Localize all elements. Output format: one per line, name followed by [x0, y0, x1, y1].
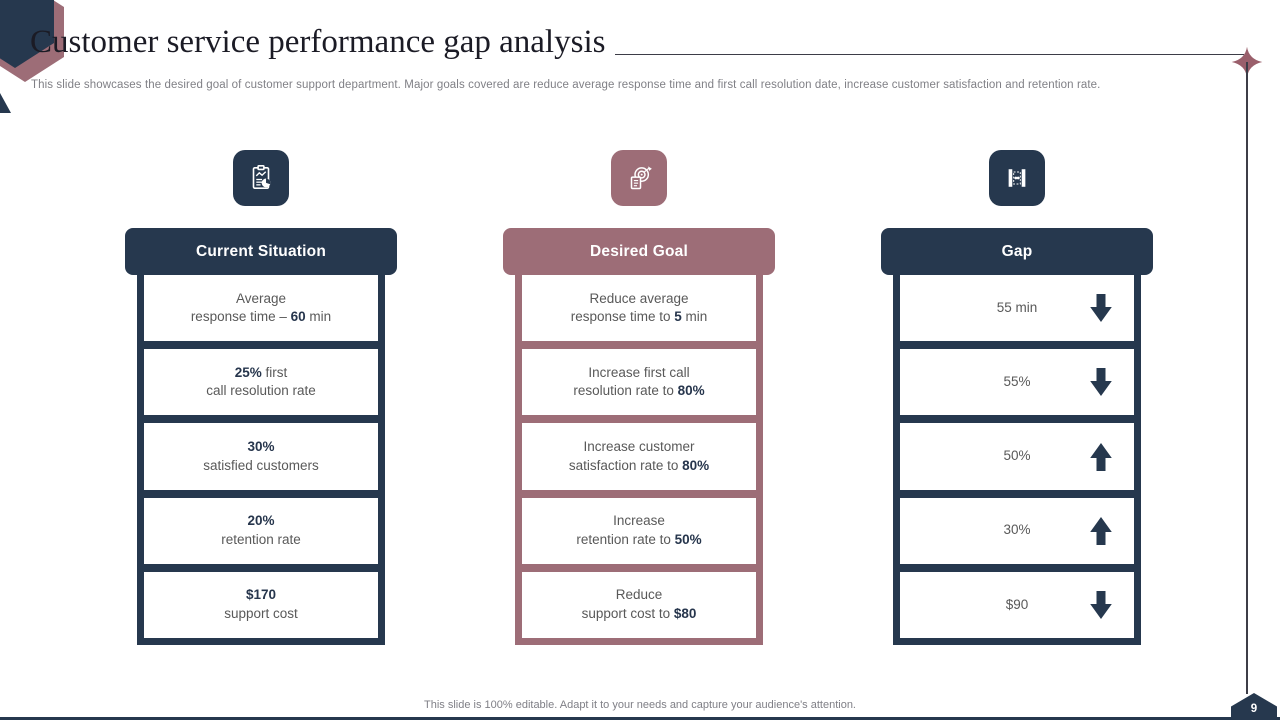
right-vertical-rule — [1246, 62, 1248, 694]
cell-line: Increase — [613, 512, 665, 531]
cell-text: resolution rate to — [573, 383, 678, 399]
gap-value: 50% — [1003, 448, 1031, 464]
cell: Reduce support cost to $80 — [522, 571, 756, 639]
cell-line: retention rate to 50% — [576, 531, 701, 550]
cell-text: support cost to — [581, 605, 674, 621]
cell-text: Reduce — [615, 587, 663, 603]
cell-text: support cost — [224, 605, 298, 621]
column-body-gap: 55 min 55% 50% 30% $90 — [893, 275, 1141, 645]
cell-text: Reduce average — [589, 290, 689, 306]
cell-value-bold: 20% — [247, 513, 275, 529]
bottom-edge-bar — [0, 717, 1280, 720]
gap-cell: $90 — [900, 571, 1134, 639]
cell-text: retention rate — [221, 531, 301, 547]
cell-value-bold: 60 — [290, 309, 306, 325]
cell-value-bold: 30% — [247, 439, 275, 454]
arrow-down-icon — [1089, 293, 1113, 323]
cell-line: satisfaction rate to 80% — [569, 457, 709, 476]
slide-subtitle: This slide showcases the desired goal of… — [31, 79, 1101, 91]
arrow-down-icon — [1089, 590, 1113, 620]
cell-line: 30% — [247, 438, 274, 457]
title-row: Customer service performance gap analysi… — [30, 24, 1244, 62]
cell: 30% satisfied customers — [144, 423, 378, 490]
target-goal-icon — [611, 150, 667, 206]
page-number: 9 — [1250, 703, 1258, 715]
cell-line: satisfied customers — [203, 457, 319, 476]
arrow-up-icon — [1089, 516, 1113, 546]
cell-line: 25% first — [235, 364, 288, 383]
cell: 25% first call resolution rate — [144, 349, 378, 416]
clipboard-chart-icon — [233, 150, 289, 206]
cell-value-bold: 80% — [677, 383, 705, 399]
cell-value-bold: $80 — [673, 605, 697, 621]
cell-line: call resolution rate — [206, 382, 316, 401]
cell: $170 support cost — [144, 571, 378, 639]
cell-value-bold: 80% — [682, 457, 710, 473]
cell-text: min — [681, 309, 708, 325]
column-header-current-situation: Current Situation — [125, 228, 397, 275]
cell-text: call resolution rate — [206, 383, 316, 399]
cell-line: 20% — [247, 512, 274, 531]
cell-line: resolution rate to 80% — [573, 382, 704, 401]
cell-value-bold: 25% — [234, 364, 262, 380]
cell-line: Average — [236, 290, 286, 309]
cell-text: Average — [235, 290, 287, 306]
gap-cell: 55 min — [900, 275, 1134, 342]
gap-cell: 55% — [900, 349, 1134, 416]
cell-line: Reduce — [616, 586, 663, 605]
cell: Increase first call resolution rate to 80… — [522, 349, 756, 416]
column-body-current-situation: Average response time – 60 min 25% first ca… — [137, 275, 385, 645]
cell-line: $170 — [246, 586, 276, 605]
cell-text: first — [261, 364, 288, 380]
gap-cell: 50% — [900, 423, 1134, 490]
cell-text: response time – — [190, 309, 291, 325]
cell: Reduce average response time to 5 min — [522, 275, 756, 342]
arrow-up-icon — [1089, 442, 1113, 472]
cell-text: satisfaction rate to — [568, 457, 683, 473]
column-gap: Gap 55 min 55% 50% 30% $90 — [881, 150, 1153, 645]
cell: 20% retention rate — [144, 497, 378, 564]
page-title: Customer service performance gap analysi… — [30, 24, 606, 60]
page-number-badge: 9 — [1231, 693, 1277, 720]
cell-line: Increase first call — [588, 364, 689, 383]
column-header-desired-goal: Desired Goal — [503, 228, 775, 275]
gap-value: $90 — [1005, 596, 1029, 612]
cell-text: Increase first call — [588, 364, 690, 380]
column-desired-goal: Desired Goal Reduce average response time … — [503, 150, 775, 645]
column-body-desired-goal: Reduce average response time to 5 min Incr… — [515, 275, 763, 645]
arrow-down-icon — [1089, 367, 1113, 397]
cell-line: response time – 60 min — [191, 308, 331, 327]
cell-text: Increase customer — [583, 439, 695, 454]
cell-text: response time to — [570, 309, 675, 325]
cell-text: satisfied customers — [203, 457, 319, 473]
cell: Average response time – 60 min — [144, 275, 378, 342]
column-current-situation: Current Situation Average response time – … — [125, 150, 397, 645]
cell-value-bold: 50% — [674, 531, 702, 547]
corner-sliver-decoration — [0, 93, 11, 113]
cell-line: Increase customer — [583, 438, 694, 457]
gap-value: 55 min — [996, 299, 1038, 315]
gap-value: 30% — [1003, 522, 1031, 538]
footer-note: This slide is 100% editable. Adapt it to… — [424, 699, 856, 711]
title-rule — [615, 53, 1244, 55]
cell-value-bold: 5 — [674, 309, 682, 325]
cell-line: support cost to $80 — [582, 605, 697, 624]
cell: Increase retention rate to 50% — [522, 497, 756, 564]
gap-icon — [989, 150, 1045, 206]
cell-text: retention rate to — [576, 531, 675, 547]
cell-line: retention rate — [221, 531, 301, 550]
cell-text: min — [305, 309, 332, 325]
cell-line: support cost — [224, 605, 298, 624]
cell-value-bold: $170 — [245, 587, 277, 603]
gap-value: 55% — [1003, 374, 1031, 390]
column-header-gap: Gap — [881, 228, 1153, 275]
cell-line: response time to 5 min — [571, 308, 708, 327]
gap-cell: 30% — [900, 497, 1134, 564]
cell-line: Reduce average — [589, 290, 688, 309]
cell-text: Increase — [613, 513, 665, 529]
cell: Increase customer satisfaction rate to 80… — [522, 423, 756, 490]
